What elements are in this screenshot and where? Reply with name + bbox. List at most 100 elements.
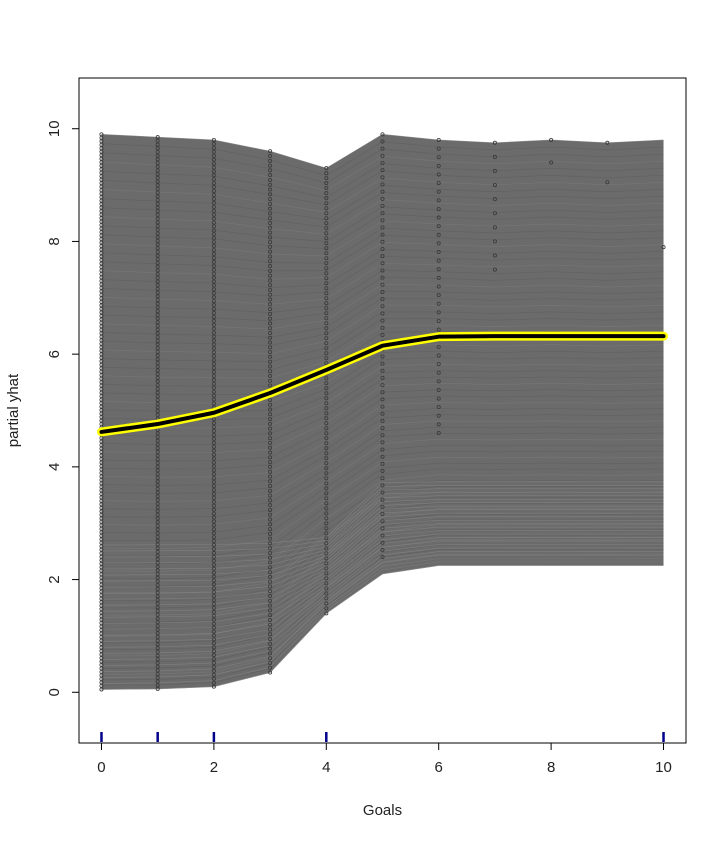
data-point: [324, 591, 329, 596]
ice-curve: [101, 363, 664, 429]
data-point: [380, 454, 385, 459]
ice-curve: [101, 505, 664, 588]
data-point: [380, 189, 385, 194]
data-point: [268, 292, 273, 297]
data-point: [155, 294, 160, 299]
data-point: [211, 204, 216, 209]
data-point: [155, 153, 160, 158]
data-point: [211, 609, 216, 614]
data-point: [268, 168, 273, 173]
ice-curve: [101, 534, 664, 650]
data-point: [211, 503, 216, 508]
data-point: [211, 185, 216, 190]
data-point: [211, 181, 216, 186]
ice-curve: [101, 450, 664, 542]
data-point: [268, 417, 273, 422]
data-point: [268, 550, 273, 555]
data-point: [211, 370, 216, 375]
data-point: [211, 252, 216, 257]
data-point: [436, 396, 441, 401]
data-point: [380, 254, 385, 259]
data-point: [155, 442, 160, 447]
data-point: [211, 421, 216, 426]
data-point: [324, 551, 329, 556]
data-point: [380, 447, 385, 452]
data-point: [268, 244, 273, 249]
data-point: [155, 649, 160, 654]
data-point: [155, 642, 160, 647]
data-point: [155, 231, 160, 236]
data-point: [211, 330, 216, 335]
data-point: [324, 206, 329, 211]
data-point: [324, 491, 329, 496]
data-point: [268, 541, 273, 546]
data-point: [155, 187, 160, 192]
data-point: [324, 196, 329, 201]
data-point: [324, 486, 329, 491]
data-point: [155, 509, 160, 514]
ice-curve: [101, 509, 664, 594]
data-point: [324, 556, 329, 561]
data-point: [211, 664, 216, 669]
data-point: [211, 605, 216, 610]
data-point: [268, 469, 273, 474]
data-point: [211, 311, 216, 316]
data-point: [436, 189, 441, 194]
data-point: [155, 586, 160, 591]
data-point: [211, 358, 216, 363]
data-point: [380, 168, 385, 173]
data-point: [324, 451, 329, 456]
data-point: [155, 457, 160, 462]
data-point: [436, 258, 441, 263]
data-point: [436, 284, 441, 289]
data-point: [436, 318, 441, 323]
data-point: [211, 287, 216, 292]
ice-curve: [101, 462, 664, 557]
data-point: [211, 389, 216, 394]
data-point: [324, 181, 329, 186]
data-point: [268, 498, 273, 503]
x-tick-label: 4: [322, 759, 330, 776]
data-point: [324, 176, 329, 181]
data-point: [492, 183, 497, 188]
data-point: [155, 657, 160, 662]
data-point: [211, 295, 216, 300]
data-point: [268, 230, 273, 235]
data-point: [155, 372, 160, 377]
data-point: [211, 429, 216, 434]
ice-curve: [101, 134, 664, 169]
data-point: [211, 625, 216, 630]
data-point: [324, 361, 329, 366]
y-tick-label: 6: [46, 350, 63, 358]
data-point: [211, 208, 216, 213]
data-point: [605, 180, 610, 185]
data-point: [155, 164, 160, 169]
data-point: [380, 325, 385, 330]
data-point: [155, 138, 160, 143]
data-point: [211, 515, 216, 520]
x-tick-label: 0: [97, 759, 105, 776]
data-point: [268, 598, 273, 603]
data-point: [211, 602, 216, 607]
ice-curve: [101, 206, 664, 242]
data-point: [324, 351, 329, 356]
data-point: [211, 633, 216, 638]
data-point: [211, 617, 216, 622]
data-point: [268, 287, 273, 292]
ice-curve: [101, 549, 664, 669]
data-point: [211, 661, 216, 666]
data-point: [324, 601, 329, 606]
data-point: [492, 253, 497, 258]
data-point: [155, 553, 160, 558]
data-point: [380, 483, 385, 488]
data-point: [211, 657, 216, 662]
data-point: [324, 436, 329, 441]
data-point: [436, 293, 441, 298]
data-point: [268, 622, 273, 627]
data-point: [324, 286, 329, 291]
data-point: [268, 316, 273, 321]
data-point: [211, 594, 216, 599]
data-point: [324, 606, 329, 611]
ice-curve: [101, 234, 664, 272]
y-tick-label: 2: [46, 575, 63, 583]
